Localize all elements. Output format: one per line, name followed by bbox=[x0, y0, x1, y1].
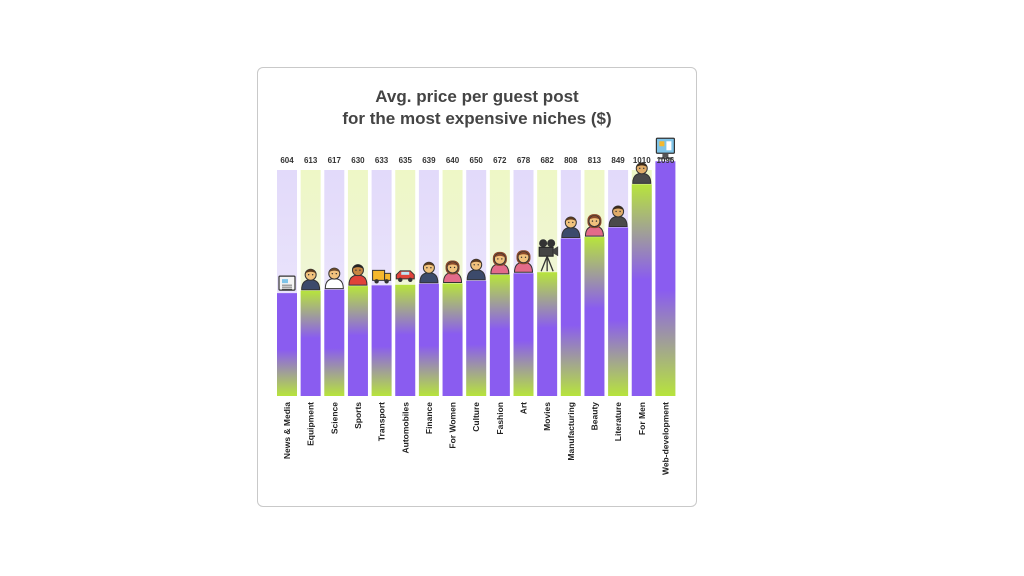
bar bbox=[371, 285, 392, 396]
category-label: News & Media bbox=[282, 402, 292, 459]
person-icon bbox=[466, 258, 486, 281]
scientist-icon bbox=[324, 267, 344, 290]
chart-card: Avg. price per guest post for the most e… bbox=[257, 67, 697, 507]
category-label: Art bbox=[519, 402, 529, 414]
category-label: Beauty bbox=[589, 402, 599, 431]
category-label: Finance bbox=[424, 402, 434, 434]
bar bbox=[631, 184, 652, 396]
bar bbox=[347, 286, 368, 396]
bar bbox=[655, 161, 676, 396]
bar bbox=[395, 284, 416, 396]
value-label: 639 bbox=[422, 156, 436, 165]
bar bbox=[489, 274, 510, 396]
value-label: 650 bbox=[470, 156, 484, 165]
value-label: 682 bbox=[540, 156, 554, 165]
value-label: 1096 bbox=[657, 156, 675, 165]
woman-icon bbox=[490, 251, 510, 275]
bar bbox=[584, 237, 605, 396]
athlete-icon bbox=[348, 264, 368, 286]
category-label: For Men bbox=[637, 402, 647, 435]
person-icon bbox=[419, 261, 439, 284]
woman-icon bbox=[584, 214, 604, 237]
truck-icon bbox=[372, 269, 392, 284]
value-label: 808 bbox=[564, 156, 578, 165]
bar-chart: 604 News & Media 613 Equipment 617 Science 630… bbox=[277, 137, 676, 475]
category-label: Transport bbox=[377, 402, 387, 441]
category-label: Literature bbox=[613, 402, 623, 441]
man-icon bbox=[632, 162, 652, 184]
value-label: 635 bbox=[399, 156, 413, 165]
bar bbox=[442, 283, 463, 396]
value-label: 640 bbox=[446, 156, 460, 165]
value-label: 617 bbox=[328, 156, 342, 165]
bar bbox=[277, 293, 297, 396]
computer-icon bbox=[655, 137, 675, 160]
category-label: Equipment bbox=[306, 402, 316, 446]
category-label: Manufacturing bbox=[566, 402, 576, 461]
category-label: Movies bbox=[542, 402, 552, 431]
value-label: 813 bbox=[588, 156, 602, 165]
chart-title-line-1: Avg. price per guest post bbox=[375, 87, 579, 106]
bar bbox=[537, 272, 558, 396]
bar bbox=[300, 290, 321, 396]
bar bbox=[324, 289, 345, 396]
value-label: 1010 bbox=[633, 156, 651, 165]
category-label: Sports bbox=[353, 402, 363, 429]
newspaper-icon bbox=[278, 275, 296, 291]
movie-camera-icon bbox=[538, 239, 559, 272]
value-label: 633 bbox=[375, 156, 389, 165]
bar bbox=[466, 280, 487, 396]
bar bbox=[608, 227, 629, 396]
man-icon bbox=[608, 205, 628, 227]
category-label: Culture bbox=[471, 402, 481, 432]
value-label: 849 bbox=[611, 156, 625, 165]
category-label: For Women bbox=[448, 402, 458, 449]
category-label: Web-development bbox=[660, 402, 670, 475]
category-label: Fashion bbox=[495, 402, 505, 435]
car-icon bbox=[395, 270, 415, 283]
bar bbox=[513, 273, 534, 396]
bar bbox=[560, 238, 581, 396]
woman-icon bbox=[513, 250, 534, 273]
chart-title: Avg. price per guest post for the most e… bbox=[258, 86, 696, 130]
value-label: 672 bbox=[493, 156, 507, 165]
chart-title-line-2: for the most expensive niches ($) bbox=[342, 109, 612, 128]
category-label: Science bbox=[329, 402, 339, 434]
bar bbox=[418, 283, 439, 396]
value-label: 678 bbox=[517, 156, 531, 165]
value-label: 630 bbox=[351, 156, 365, 165]
category-label: Automobiles bbox=[400, 402, 410, 454]
value-label: 604 bbox=[280, 156, 294, 165]
woman-icon bbox=[443, 260, 463, 283]
value-label: 613 bbox=[304, 156, 318, 165]
person-icon bbox=[561, 216, 581, 238]
person-icon bbox=[301, 268, 321, 291]
